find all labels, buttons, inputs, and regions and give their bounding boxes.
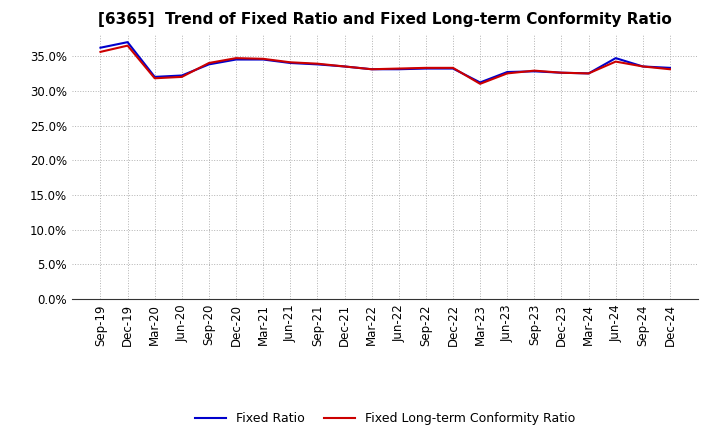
Fixed Long-term Conformity Ratio <box>449 65 457 70</box>
Fixed Long-term Conformity Ratio <box>530 68 539 73</box>
Fixed Long-term Conformity Ratio <box>476 81 485 87</box>
Fixed Long-term Conformity Ratio <box>421 65 430 70</box>
Fixed Ratio <box>313 62 322 67</box>
Fixed Long-term Conformity Ratio <box>639 64 647 69</box>
Line: Fixed Long-term Conformity Ratio: Fixed Long-term Conformity Ratio <box>101 46 670 84</box>
Fixed Ratio <box>204 62 213 67</box>
Fixed Ratio <box>421 66 430 71</box>
Fixed Ratio <box>123 40 132 45</box>
Fixed Long-term Conformity Ratio <box>204 60 213 66</box>
Fixed Long-term Conformity Ratio <box>232 55 240 61</box>
Fixed Long-term Conformity Ratio <box>259 56 268 62</box>
Line: Fixed Ratio: Fixed Ratio <box>101 42 670 82</box>
Fixed Long-term Conformity Ratio <box>313 61 322 66</box>
Fixed Ratio <box>449 66 457 71</box>
Fixed Long-term Conformity Ratio <box>611 59 620 64</box>
Fixed Long-term Conformity Ratio <box>341 64 349 69</box>
Title: [6365]  Trend of Fixed Ratio and Fixed Long-term Conformity Ratio: [6365] Trend of Fixed Ratio and Fixed Lo… <box>99 12 672 27</box>
Fixed Long-term Conformity Ratio <box>557 70 566 75</box>
Fixed Ratio <box>639 64 647 69</box>
Fixed Long-term Conformity Ratio <box>286 60 294 65</box>
Fixed Ratio <box>341 64 349 69</box>
Fixed Ratio <box>584 71 593 76</box>
Fixed Ratio <box>259 57 268 62</box>
Fixed Ratio <box>232 57 240 62</box>
Fixed Ratio <box>367 66 376 72</box>
Fixed Ratio <box>286 60 294 66</box>
Fixed Long-term Conformity Ratio <box>178 74 186 80</box>
Fixed Long-term Conformity Ratio <box>123 43 132 48</box>
Fixed Long-term Conformity Ratio <box>150 76 159 81</box>
Fixed Ratio <box>476 80 485 85</box>
Fixed Long-term Conformity Ratio <box>503 71 511 76</box>
Fixed Long-term Conformity Ratio <box>96 49 105 55</box>
Fixed Ratio <box>96 45 105 50</box>
Fixed Ratio <box>178 73 186 78</box>
Fixed Ratio <box>150 74 159 80</box>
Fixed Long-term Conformity Ratio <box>584 71 593 76</box>
Fixed Ratio <box>557 70 566 75</box>
Fixed Ratio <box>530 69 539 74</box>
Fixed Ratio <box>503 70 511 75</box>
Fixed Long-term Conformity Ratio <box>395 66 403 71</box>
Fixed Ratio <box>395 66 403 72</box>
Fixed Ratio <box>665 65 674 70</box>
Fixed Long-term Conformity Ratio <box>367 66 376 72</box>
Fixed Long-term Conformity Ratio <box>665 66 674 72</box>
Legend: Fixed Ratio, Fixed Long-term Conformity Ratio: Fixed Ratio, Fixed Long-term Conformity … <box>190 407 580 430</box>
Fixed Ratio <box>611 55 620 61</box>
